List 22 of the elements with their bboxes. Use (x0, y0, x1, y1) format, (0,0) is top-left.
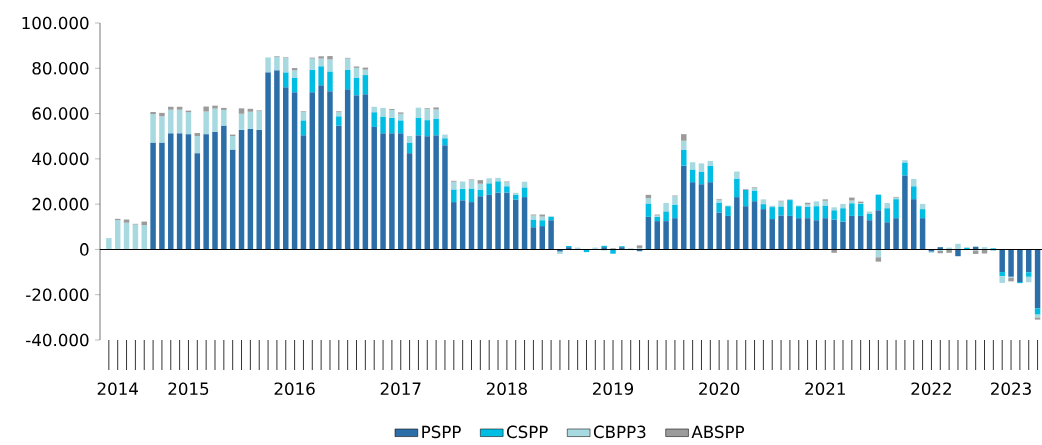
legend-label: PSPP (422, 425, 461, 439)
x-tick-label: 2014 (97, 382, 138, 395)
y-tick-label: 60.000 (32, 107, 89, 120)
x-tick-label: 2019 (593, 382, 634, 395)
x-tick-label: 2016 (274, 382, 315, 395)
x-tick-label: 2023 (991, 382, 1031, 395)
x-tick-label: 2022 (911, 382, 951, 395)
x-tick-label: 2021 (805, 382, 845, 395)
y-tick-label: -40.000 (26, 333, 89, 347)
legend-label: ABSPP (691, 425, 745, 439)
y-tick-label: 0 (80, 243, 89, 256)
y-tick-label: -20.000 (26, 288, 89, 301)
x-tick-label: 2018 (486, 382, 527, 395)
x-tick-label: 2020 (699, 382, 740, 395)
y-tick-label: 20.000 (32, 197, 89, 211)
y-tick-label: 100.000 (22, 16, 89, 30)
legend-label: CBPP3 (593, 425, 646, 439)
legend-label: CSPP (506, 425, 548, 439)
y-tick-label: 80.000 (32, 61, 89, 75)
x-tick-label: 2017 (380, 382, 421, 395)
y-tick-label: 40.000 (32, 152, 89, 166)
x-tick-label: 2015 (168, 382, 209, 395)
